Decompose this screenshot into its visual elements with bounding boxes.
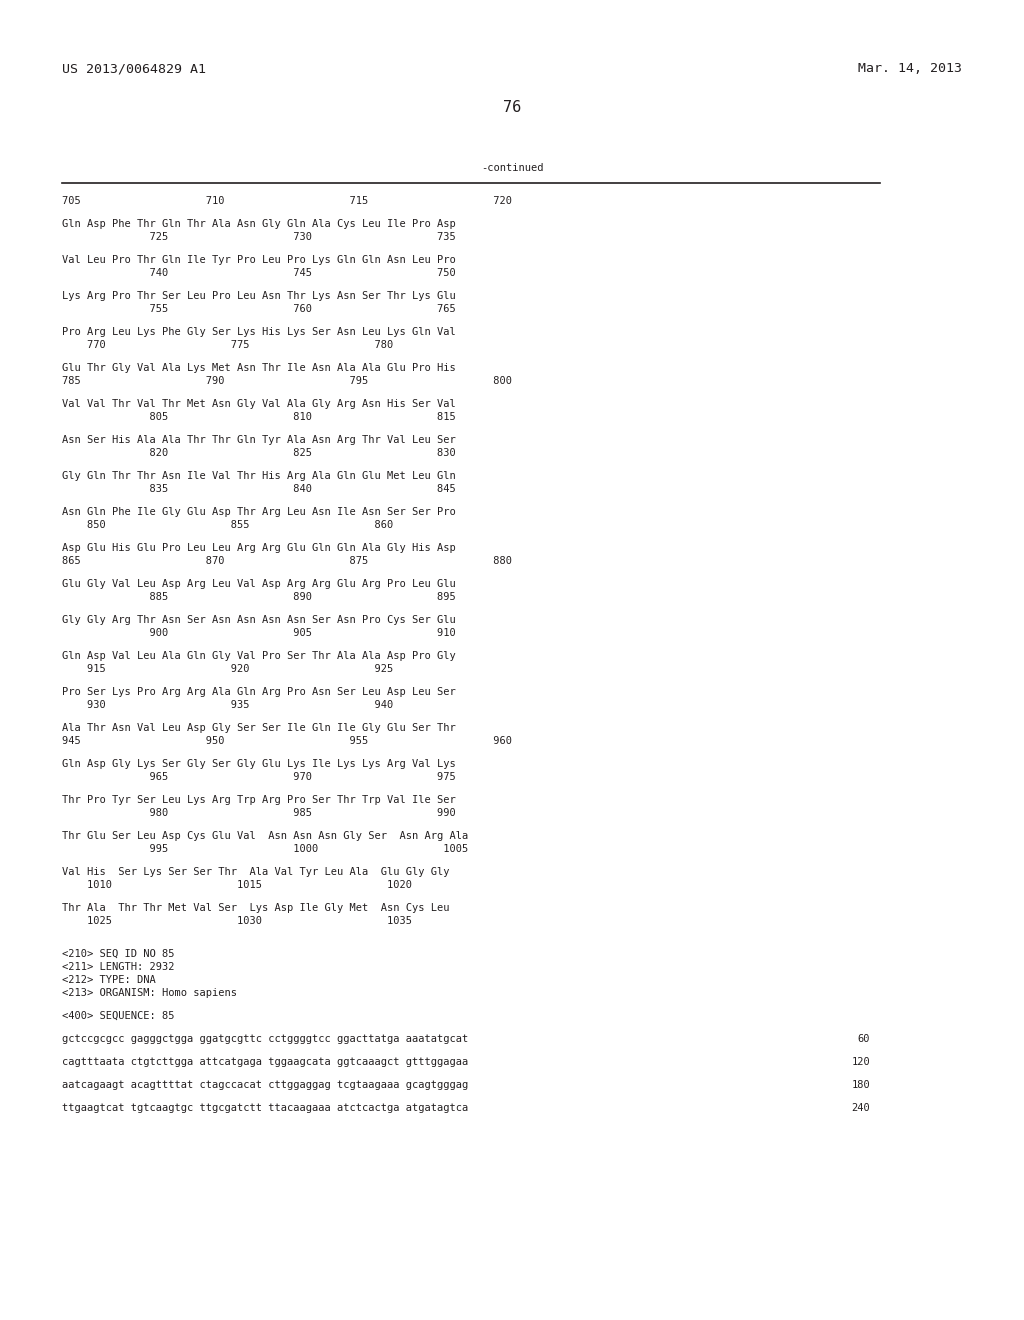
Text: Pro Ser Lys Pro Arg Arg Ala Gln Arg Pro Asn Ser Leu Asp Leu Ser: Pro Ser Lys Pro Arg Arg Ala Gln Arg Pro …	[62, 686, 456, 697]
Text: Asn Gln Phe Ile Gly Glu Asp Thr Arg Leu Asn Ile Asn Ser Ser Pro: Asn Gln Phe Ile Gly Glu Asp Thr Arg Leu …	[62, 507, 456, 517]
Text: 180: 180	[851, 1080, 870, 1090]
Text: 60: 60	[857, 1034, 870, 1044]
Text: 945                    950                    955                    960: 945 950 955 960	[62, 737, 512, 746]
Text: 995                    1000                    1005: 995 1000 1005	[62, 843, 468, 854]
Text: 900                    905                    910: 900 905 910	[62, 628, 456, 638]
Text: 725                    730                    735: 725 730 735	[62, 232, 456, 242]
Text: Thr Pro Tyr Ser Leu Lys Arg Trp Arg Pro Ser Thr Trp Val Ile Ser: Thr Pro Tyr Ser Leu Lys Arg Trp Arg Pro …	[62, 795, 456, 805]
Text: <210> SEQ ID NO 85: <210> SEQ ID NO 85	[62, 949, 174, 960]
Text: Gln Asp Val Leu Ala Gln Gly Val Pro Ser Thr Ala Ala Asp Pro Gly: Gln Asp Val Leu Ala Gln Gly Val Pro Ser …	[62, 651, 456, 661]
Text: Gly Gly Arg Thr Asn Ser Asn Asn Asn Asn Ser Asn Pro Cys Ser Glu: Gly Gly Arg Thr Asn Ser Asn Asn Asn Asn …	[62, 615, 456, 624]
Text: 885                    890                    895: 885 890 895	[62, 591, 456, 602]
Text: <400> SEQUENCE: 85: <400> SEQUENCE: 85	[62, 1011, 174, 1020]
Text: Glu Thr Gly Val Ala Lys Met Asn Thr Ile Asn Ala Ala Glu Pro His: Glu Thr Gly Val Ala Lys Met Asn Thr Ile …	[62, 363, 456, 374]
Text: Mar. 14, 2013: Mar. 14, 2013	[858, 62, 962, 75]
Text: 835                    840                    845: 835 840 845	[62, 484, 456, 494]
Text: Gln Asp Gly Lys Ser Gly Ser Gly Glu Lys Ile Lys Lys Arg Val Lys: Gln Asp Gly Lys Ser Gly Ser Gly Glu Lys …	[62, 759, 456, 770]
Text: 1010                    1015                    1020: 1010 1015 1020	[62, 880, 412, 890]
Text: ttgaagtcat tgtcaagtgc ttgcgatctt ttacaagaaa atctcactga atgatagtca: ttgaagtcat tgtcaagtgc ttgcgatctt ttacaag…	[62, 1104, 468, 1113]
Text: US 2013/0064829 A1: US 2013/0064829 A1	[62, 62, 206, 75]
Text: Asp Glu His Glu Pro Leu Leu Arg Arg Glu Gln Gln Ala Gly His Asp: Asp Glu His Glu Pro Leu Leu Arg Arg Glu …	[62, 543, 456, 553]
Text: 705                    710                    715                    720: 705 710 715 720	[62, 195, 512, 206]
Text: Pro Arg Leu Lys Phe Gly Ser Lys His Lys Ser Asn Leu Lys Gln Val: Pro Arg Leu Lys Phe Gly Ser Lys His Lys …	[62, 327, 456, 337]
Text: <212> TYPE: DNA: <212> TYPE: DNA	[62, 975, 156, 985]
Text: 755                    760                    765: 755 760 765	[62, 304, 456, 314]
Text: Val Leu Pro Thr Gln Ile Tyr Pro Leu Pro Lys Gln Gln Asn Leu Pro: Val Leu Pro Thr Gln Ile Tyr Pro Leu Pro …	[62, 255, 456, 265]
Text: <213> ORGANISM: Homo sapiens: <213> ORGANISM: Homo sapiens	[62, 987, 237, 998]
Text: Asn Ser His Ala Ala Thr Thr Gln Tyr Ala Asn Arg Thr Val Leu Ser: Asn Ser His Ala Ala Thr Thr Gln Tyr Ala …	[62, 436, 456, 445]
Text: Thr Glu Ser Leu Asp Cys Glu Val  Asn Asn Asn Gly Ser  Asn Arg Ala: Thr Glu Ser Leu Asp Cys Glu Val Asn Asn …	[62, 832, 468, 841]
Text: Val His  Ser Lys Ser Ser Thr  Ala Val Tyr Leu Ala  Glu Gly Gly: Val His Ser Lys Ser Ser Thr Ala Val Tyr …	[62, 867, 450, 876]
Text: Gly Gln Thr Thr Asn Ile Val Thr His Arg Ala Gln Glu Met Leu Gln: Gly Gln Thr Thr Asn Ile Val Thr His Arg …	[62, 471, 456, 480]
Text: Thr Ala  Thr Thr Met Val Ser  Lys Asp Ile Gly Met  Asn Cys Leu: Thr Ala Thr Thr Met Val Ser Lys Asp Ile …	[62, 903, 450, 913]
Text: aatcagaagt acagttttat ctagccacat cttggaggag tcgtaagaaa gcagtgggag: aatcagaagt acagttttat ctagccacat cttggag…	[62, 1080, 468, 1090]
Text: Lys Arg Pro Thr Ser Leu Pro Leu Asn Thr Lys Asn Ser Thr Lys Glu: Lys Arg Pro Thr Ser Leu Pro Leu Asn Thr …	[62, 290, 456, 301]
Text: 770                    775                    780: 770 775 780	[62, 341, 393, 350]
Text: gctccgcgcc gagggctgga ggatgcgttc cctggggtcc ggacttatga aaatatgcat: gctccgcgcc gagggctgga ggatgcgttc cctgggg…	[62, 1034, 468, 1044]
Text: 805                    810                    815: 805 810 815	[62, 412, 456, 422]
Text: Val Val Thr Val Thr Met Asn Gly Val Ala Gly Arg Asn His Ser Val: Val Val Thr Val Thr Met Asn Gly Val Ala …	[62, 399, 456, 409]
Text: 76: 76	[503, 100, 521, 115]
Text: <211> LENGTH: 2932: <211> LENGTH: 2932	[62, 962, 174, 972]
Text: 865                    870                    875                    880: 865 870 875 880	[62, 556, 512, 566]
Text: 965                    970                    975: 965 970 975	[62, 772, 456, 781]
Text: 850                    855                    860: 850 855 860	[62, 520, 393, 531]
Text: 930                    935                    940: 930 935 940	[62, 700, 393, 710]
Text: Glu Gly Val Leu Asp Arg Leu Val Asp Arg Arg Glu Arg Pro Leu Glu: Glu Gly Val Leu Asp Arg Leu Val Asp Arg …	[62, 579, 456, 589]
Text: 915                    920                    925: 915 920 925	[62, 664, 393, 675]
Text: 240: 240	[851, 1104, 870, 1113]
Text: cagtttaata ctgtcttgga attcatgaga tggaagcata ggtcaaagct gtttggagaa: cagtttaata ctgtcttgga attcatgaga tggaagc…	[62, 1057, 468, 1067]
Text: -continued: -continued	[480, 162, 544, 173]
Text: 740                    745                    750: 740 745 750	[62, 268, 456, 279]
Text: 1025                    1030                    1035: 1025 1030 1035	[62, 916, 412, 927]
Text: Ala Thr Asn Val Leu Asp Gly Ser Ser Ile Gln Ile Gly Glu Ser Thr: Ala Thr Asn Val Leu Asp Gly Ser Ser Ile …	[62, 723, 456, 733]
Text: 120: 120	[851, 1057, 870, 1067]
Text: 785                    790                    795                    800: 785 790 795 800	[62, 376, 512, 385]
Text: 980                    985                    990: 980 985 990	[62, 808, 456, 818]
Text: Gln Asp Phe Thr Gln Thr Ala Asn Gly Gln Ala Cys Leu Ile Pro Asp: Gln Asp Phe Thr Gln Thr Ala Asn Gly Gln …	[62, 219, 456, 228]
Text: 820                    825                    830: 820 825 830	[62, 447, 456, 458]
